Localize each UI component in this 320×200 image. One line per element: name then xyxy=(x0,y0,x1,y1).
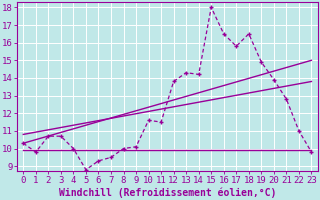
X-axis label: Windchill (Refroidissement éolien,°C): Windchill (Refroidissement éolien,°C) xyxy=(59,187,276,198)
